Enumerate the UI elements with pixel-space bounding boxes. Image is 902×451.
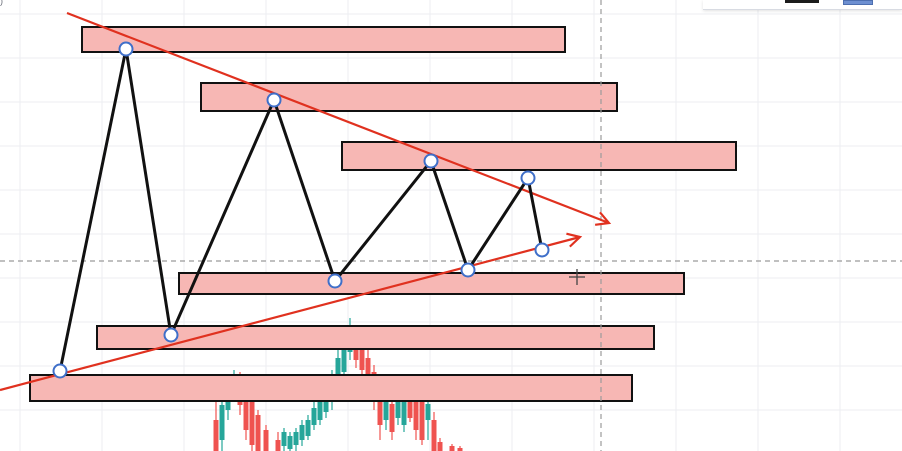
price-zone-rectangle[interactable] [81,26,566,53]
candle-body [419,402,425,440]
anchor-point[interactable] [163,327,179,343]
pattern-anchor-points[interactable] [52,41,550,379]
candle-body [365,358,371,385]
line-color-swatch[interactable] [785,0,819,3]
candle-body [407,398,413,418]
candle-body [395,400,401,418]
candle-body [317,398,323,420]
price-zone-rectangle[interactable] [341,141,737,171]
candle-body [287,436,293,449]
candle-body [383,398,389,420]
candle-body [281,432,287,446]
candle-body [341,338,347,372]
anchor-point[interactable] [423,153,439,169]
candle-body [249,400,255,445]
price-zone-rectangle[interactable] [178,272,685,295]
support-resistance-zones[interactable] [29,26,737,402]
candle-body [243,390,249,430]
candle-body [389,404,395,432]
candle-body [457,448,463,451]
candle-body [219,405,225,440]
candle-body [359,350,365,370]
price-zone-rectangle[interactable] [200,82,618,112]
anchor-point[interactable] [266,92,282,108]
price-zone-rectangle[interactable] [29,374,633,402]
candle-body [377,388,383,425]
anchor-point[interactable] [460,262,476,278]
candle-body [255,415,261,451]
drawing-toolbar[interactable] [703,0,902,10]
candle-body [311,408,317,425]
anchor-point[interactable] [52,363,68,379]
candle-body [413,398,419,430]
candle-body [305,420,311,436]
upper-trendline[interactable] [66,11,610,225]
anchor-point[interactable] [118,41,134,57]
corner-axis-fragment: ) [0,0,3,6]
anchor-point[interactable] [520,170,536,186]
anchor-point[interactable] [534,242,550,258]
candle-body [335,358,341,385]
anchor-point[interactable] [327,273,343,289]
candle-body [263,430,269,451]
candle-body [213,420,219,451]
lower-trendline-arrowhead[interactable] [566,232,583,248]
candle-body [431,420,437,451]
lower-trendline[interactable] [0,235,581,392]
candle-body [449,446,455,451]
candle-body [401,396,407,425]
candle-body [437,442,443,451]
candle-body [293,432,299,445]
candle-body [425,404,431,420]
upper-trendline-arrowhead[interactable] [594,211,612,226]
fill-color-swatch[interactable] [843,0,873,5]
crosshair-cursor-icon [569,269,585,285]
trendlines[interactable] [0,11,612,392]
price-zone-rectangle[interactable] [96,325,655,350]
candle-body [275,440,281,451]
candle-body [299,425,305,440]
